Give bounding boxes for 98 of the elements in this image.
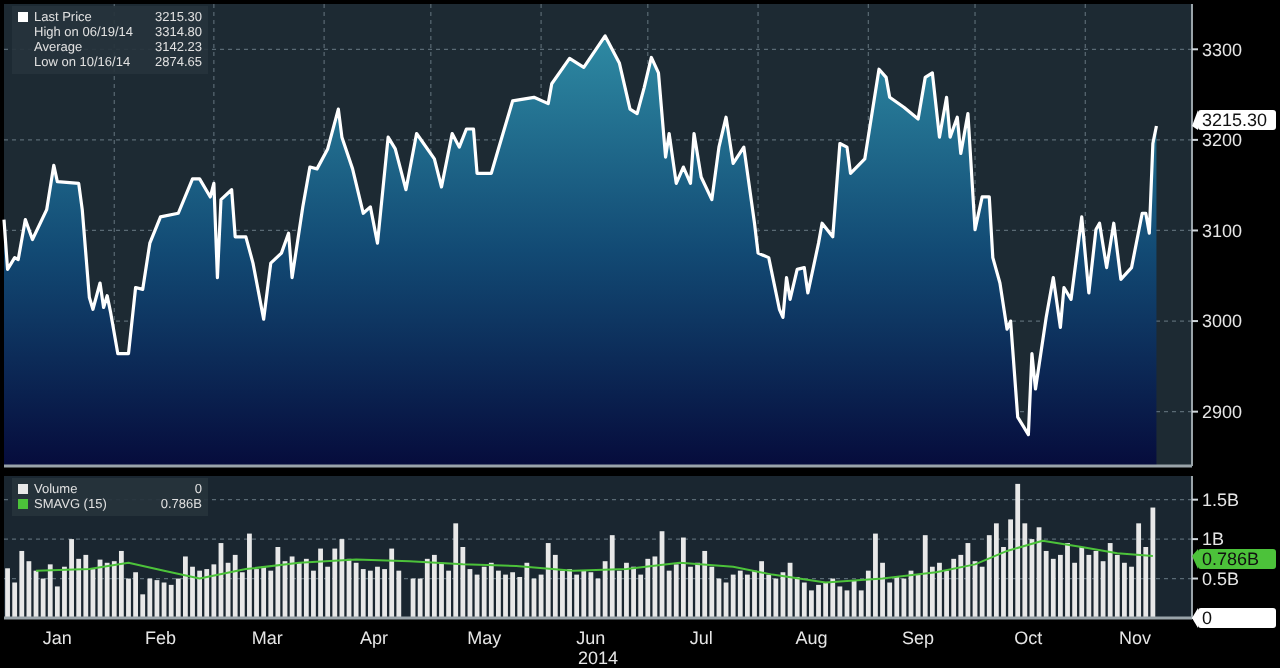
bar [631,566,636,618]
bar [524,562,530,618]
bar [1065,543,1070,618]
bar [118,550,124,618]
bar [503,574,508,618]
y-tick-label: 3200 [1202,130,1243,151]
y-tick-label: 3300 [1202,39,1243,60]
bar [367,570,373,618]
bar [375,566,380,618]
bar [296,562,302,618]
bar [183,556,188,618]
bar [645,558,651,618]
bar [168,584,174,618]
bar [261,566,267,618]
bar [5,568,10,618]
bar [830,578,836,618]
bar [901,578,907,618]
bar [481,566,487,618]
x-tick-label: Jan [42,628,72,648]
bar [574,574,580,618]
bar [588,572,594,618]
bar [567,569,572,618]
y-tick-label: 1.5B [1202,489,1240,510]
bar [439,562,444,618]
bar [744,574,750,618]
bar [922,535,928,618]
bar [1050,558,1056,618]
bar [823,582,829,618]
x-tick-label: Sep [902,628,935,648]
bar [816,584,821,618]
bar [488,562,494,618]
annotation: 0 [1202,608,1213,629]
bar [680,537,686,618]
bar [1136,523,1142,618]
bar [360,569,366,618]
x-tick-label: Oct [1014,628,1044,648]
bar [837,586,843,618]
bar [773,578,779,618]
bar [496,570,501,618]
bar [759,561,765,618]
y-tick-label: 3100 [1202,220,1243,241]
bar [1079,547,1085,618]
bar [894,576,900,618]
bar [147,578,153,618]
bar [83,554,89,618]
bar [1122,562,1127,618]
y-tick-label: 3000 [1202,311,1243,332]
bar [1150,507,1156,618]
bar [69,539,74,618]
bar [275,547,281,618]
line-series [35,539,1154,584]
bar [47,564,53,618]
bar [303,558,309,618]
bar [318,548,323,618]
x-axis-title: 2014 [577,648,619,668]
annotation: 3215.30 [1202,110,1268,131]
y-tick-label: 0.5B [1202,568,1240,589]
bar [1107,543,1113,618]
bar [453,523,459,618]
bar [1086,554,1092,618]
x-tick-label: Feb [144,628,177,648]
x-tick-label: Jul [689,628,713,648]
bar [993,523,999,618]
bar [133,572,138,618]
bar [809,590,814,618]
x-tick-label: Jun [576,628,606,648]
bar [19,550,25,618]
bar [545,543,551,618]
x-tick-label: Nov [1119,628,1153,648]
x-tick-label: Aug [795,628,828,648]
bar [232,554,238,618]
x-tick-label: Apr [359,628,388,648]
bar [353,562,359,618]
bar [197,570,203,618]
bar [204,569,210,618]
bar [937,562,942,618]
bar [289,556,295,618]
bar [431,554,437,618]
bar [424,558,430,618]
bar [873,533,878,618]
bar [389,548,395,618]
y-tick-label: 1B [1202,529,1225,550]
bar [247,533,252,618]
y-tick-label: 2900 [1202,401,1243,422]
bar [801,582,807,618]
bar [609,535,615,618]
bar [951,558,957,618]
bar [1015,483,1021,618]
bar [104,562,110,618]
annotation: 0.786B [1202,549,1260,570]
bar [730,574,736,618]
bar [581,570,587,618]
bar [510,572,516,618]
x-tick-label: Mar [251,628,283,648]
bar [737,570,743,618]
bar [702,550,708,618]
x-tick-label: May [467,628,503,648]
bar [624,562,629,618]
